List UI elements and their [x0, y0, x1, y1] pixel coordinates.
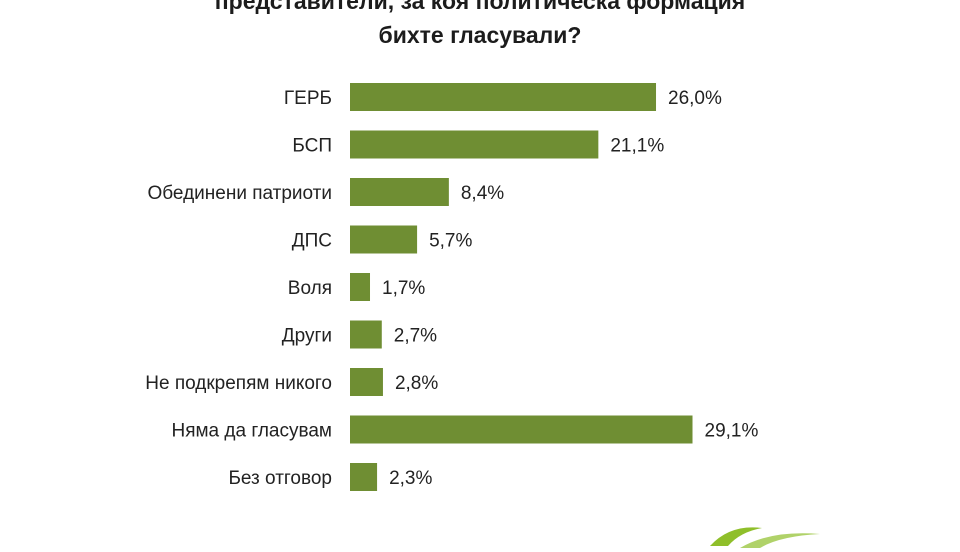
category-label: Воля [288, 278, 332, 299]
category-label: Няма да гласувам [171, 421, 332, 442]
data-label: 2,3% [389, 468, 432, 489]
chart-title-line-2: бихте гласували? [378, 22, 582, 48]
bar [350, 320, 382, 349]
publisher-logo-icon [710, 527, 820, 548]
bar [350, 368, 383, 396]
bar [350, 130, 599, 159]
data-label: 21,1% [610, 136, 664, 157]
data-label: 26,0% [668, 88, 722, 109]
bar [350, 225, 418, 254]
category-label: Не подкрепям никого [145, 373, 332, 394]
data-label: 2,8% [395, 373, 438, 394]
bar [350, 178, 449, 206]
data-label: 29,1% [705, 421, 759, 442]
data-label: 5,7% [429, 231, 472, 252]
category-label: Други [282, 326, 332, 347]
data-label: 8,4% [461, 183, 504, 204]
category-label: ГЕРБ [284, 88, 332, 109]
bar [350, 83, 657, 111]
category-label: Обединени патриоти [147, 183, 332, 204]
category-label: БСП [292, 136, 332, 157]
data-label: 1,7% [382, 278, 425, 299]
bar-chart: ГЕРБ 26,0% БСП 21,1% Обединени патриоти 8,4% Д… [145, 83, 759, 491]
chart-title-line-1: представители, за коя политическа формац… [214, 0, 746, 14]
category-label: Без отговор [228, 468, 332, 489]
bar [350, 415, 693, 444]
bar [350, 463, 378, 491]
category-label: ДПС [292, 231, 332, 252]
data-label: 2,7% [394, 326, 437, 347]
bar [350, 273, 371, 301]
